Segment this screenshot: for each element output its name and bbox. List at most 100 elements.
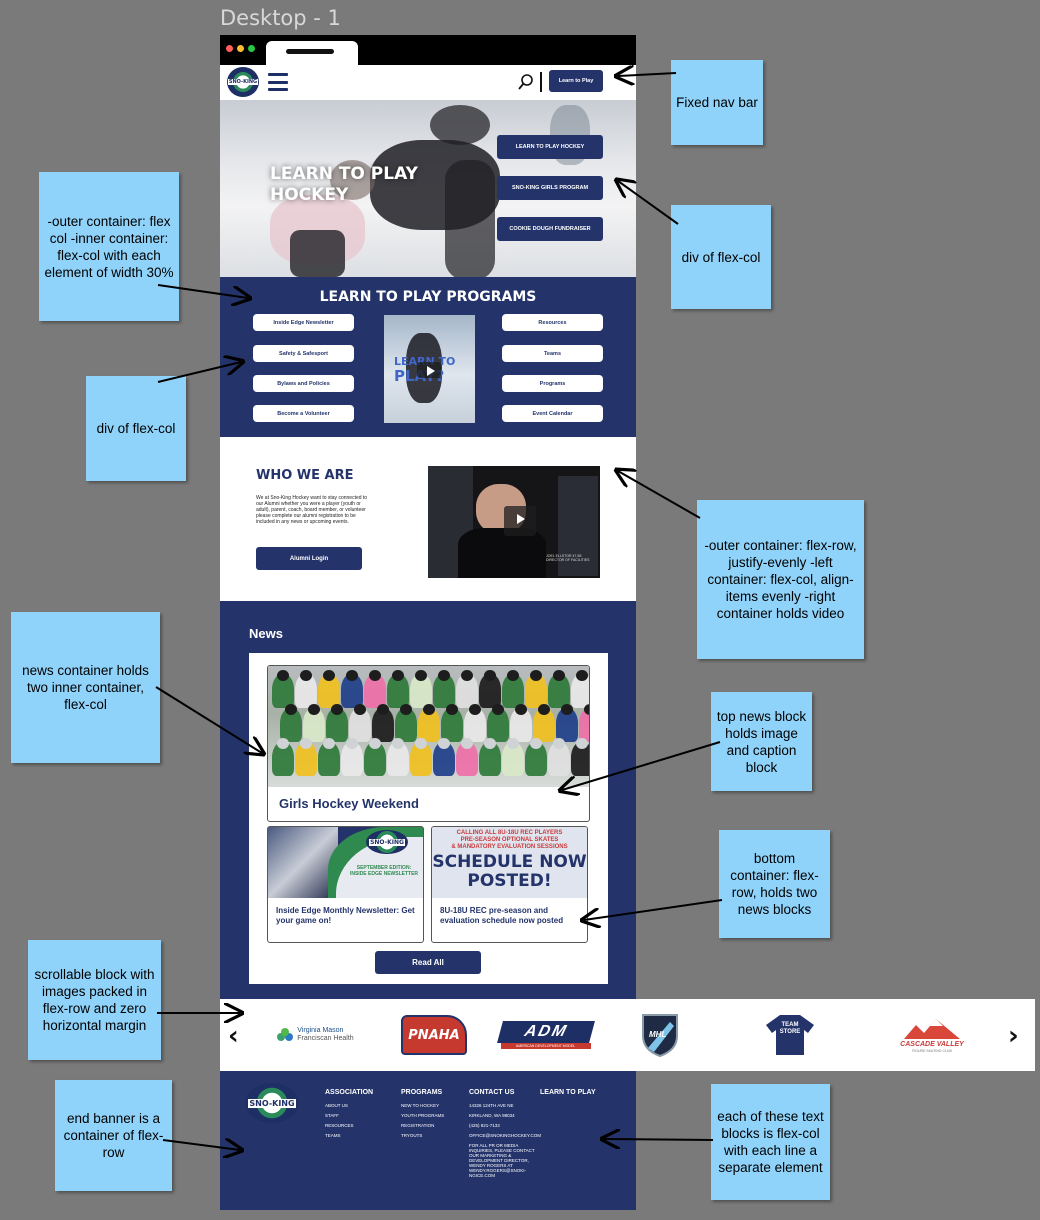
- nav-divider: [540, 72, 542, 92]
- hero-button-cookie-dough[interactable]: COOKIE DOUGH FUNDRAISER: [497, 217, 603, 241]
- player-helmet: [553, 738, 565, 749]
- player-figure: [372, 708, 394, 742]
- player-helmet: [530, 670, 542, 681]
- player-figure: [387, 742, 409, 776]
- footer-link[interactable]: RESOURCES: [325, 1123, 354, 1128]
- top-news-caption: Girls Hockey Weekend: [279, 796, 419, 811]
- link-programs[interactable]: Programs: [502, 375, 603, 392]
- hamburger-menu-icon[interactable]: [268, 73, 288, 91]
- footer-column-association: ASSOCIATION ABOUT US STAFF RESOURCES TEA…: [325, 1089, 387, 1143]
- news-block-newsletter[interactable]: SNO-KING SEPTEMBER EDITION: INSIDE EDGE …: [267, 826, 424, 943]
- sponsor-pnaha[interactable]: PNAHA: [395, 1011, 473, 1059]
- player-figure: [280, 708, 302, 742]
- player-figure: [326, 708, 348, 742]
- player-figure: [510, 708, 532, 742]
- browser-tab[interactable]: [266, 41, 358, 65]
- maximize-dot-icon[interactable]: [248, 45, 255, 52]
- close-dot-icon[interactable]: [226, 45, 233, 52]
- player-helmet: [484, 738, 496, 749]
- link-resources[interactable]: Resources: [502, 314, 603, 331]
- sponsor-virginia-mason[interactable]: Virginia Mason Franciscan Health: [270, 1011, 360, 1059]
- footer-email-link[interactable]: OFFICE@SNOKINGHOCKEY.COM: [469, 1133, 541, 1138]
- note-programs-div: div of flex-col: [86, 376, 186, 481]
- player-figure: [295, 674, 317, 708]
- footer-link[interactable]: YOUTH PROGRAMS: [401, 1113, 445, 1118]
- player-figure: [410, 674, 432, 708]
- programs-section: LEARN TO PLAY PROGRAMS Inside Edge Newsl…: [220, 277, 636, 437]
- player-figure: [525, 742, 547, 776]
- player-figure: [364, 742, 386, 776]
- chevron-right-icon[interactable]: ›: [1008, 1021, 1019, 1051]
- sno-king-logo[interactable]: SNO-KING: [227, 67, 259, 97]
- player-helmet: [530, 738, 542, 749]
- player-figure: [318, 674, 340, 708]
- player-helmet: [561, 704, 573, 715]
- link-become-volunteer[interactable]: Become a Volunteer: [253, 405, 354, 422]
- note-end-banner: end banner is a container of flex-row: [55, 1080, 172, 1191]
- news-block-schedule[interactable]: CALLING ALL 8U-18U REC PLAYERS PRE-SEASO…: [431, 826, 588, 943]
- link-bylaws-policies[interactable]: Bylaws and Policies: [253, 375, 354, 392]
- player-helmet: [300, 738, 312, 749]
- hero-button-learn-to-play[interactable]: LEARN TO PLAY HOCKEY: [497, 135, 603, 159]
- player-figure: [579, 708, 589, 742]
- play-icon[interactable]: [417, 362, 441, 378]
- footer-link[interactable]: NEW TO HOCKEY: [401, 1103, 440, 1108]
- sponsor-scroll-strip[interactable]: ‹ › Virginia Mason Franciscan Health PNA…: [220, 999, 1035, 1071]
- note-hero-div: div of flex-col: [671, 205, 771, 309]
- player-figure: [479, 742, 501, 776]
- sponsor-mhl[interactable]: MHL: [638, 1011, 682, 1059]
- player-helmet: [438, 738, 450, 749]
- footer-link[interactable]: TRYOUTS: [401, 1133, 423, 1138]
- sponsor-adm[interactable]: ADM AMERICAN DEVELOPMENT MODEL: [496, 1011, 595, 1059]
- news-container: Girls Hockey Weekend SNO-KING SEPTEMBER …: [249, 653, 608, 984]
- player-figure: [387, 674, 409, 708]
- tshirt-icon: [766, 1015, 814, 1055]
- player-helmet: [507, 670, 519, 681]
- player-helmet: [331, 704, 343, 715]
- play-icon[interactable]: [504, 506, 536, 536]
- player-figure: [502, 742, 524, 776]
- player-helmet: [369, 738, 381, 749]
- learn-to-play-nav-button[interactable]: Learn to Play: [549, 70, 603, 92]
- player-figure: [502, 674, 524, 708]
- footer-banner: SNO-KING ASSOCIATION ABOUT US STAFF RESO…: [220, 1071, 636, 1210]
- who-video[interactable]: JOEL ELLSTOR 47-55 DIRECTOR OF FACILITIE…: [428, 466, 600, 578]
- player-figure: [464, 708, 486, 742]
- link-inside-edge-newsletter[interactable]: Inside Edge Newsletter: [253, 314, 354, 331]
- fixed-nav-bar: SNO-KING Learn to Play: [220, 65, 636, 100]
- top-news-block[interactable]: Girls Hockey Weekend: [267, 665, 590, 822]
- footer-logo[interactable]: SNO-KING: [245, 1083, 299, 1123]
- alumni-login-button[interactable]: Alumni Login: [256, 547, 362, 570]
- news-title: News: [249, 626, 283, 641]
- player-figure: [433, 742, 455, 776]
- player-helmet: [538, 704, 550, 715]
- link-teams[interactable]: Teams: [502, 345, 603, 362]
- player-figure: [533, 708, 555, 742]
- sponsor-team-store[interactable]: TEAM STORE: [763, 1011, 817, 1059]
- search-icon[interactable]: [518, 73, 534, 91]
- player-figure: [418, 708, 440, 742]
- footer-link[interactable]: REGISTRATION: [401, 1123, 435, 1128]
- minimize-dot-icon[interactable]: [237, 45, 244, 52]
- note-scroll-block: scrollable block with images packed in f…: [28, 940, 161, 1060]
- link-event-calendar[interactable]: Event Calendar: [502, 405, 603, 422]
- player-helmet: [346, 738, 358, 749]
- player-figure: [571, 674, 589, 708]
- who-title: WHO WE ARE: [256, 468, 354, 483]
- hero-button-girls-program[interactable]: SNO-KING GIRLS PROGRAM: [497, 176, 603, 200]
- link-safety-safesport[interactable]: Safety & Safesport: [253, 345, 354, 362]
- note-text-blocks: each of these text blocks is flex-col wi…: [711, 1084, 830, 1200]
- footer-link[interactable]: STAFF: [325, 1113, 339, 1118]
- player-helmet: [392, 670, 404, 681]
- hero-title: LEARN TO PLAY HOCKEY: [270, 164, 418, 205]
- player-figure: [433, 674, 455, 708]
- player-figure: [410, 742, 432, 776]
- sponsor-cascade-valley[interactable]: CASCADE VALLEY FIGURE SKATING CLUB: [900, 1011, 964, 1059]
- footer-link[interactable]: TEAMS: [325, 1133, 341, 1138]
- chevron-left-icon[interactable]: ‹: [228, 1021, 239, 1051]
- player-helmet: [584, 704, 589, 715]
- who-body: We at Sno-King Hockey want to stay conne…: [256, 495, 368, 525]
- read-all-button[interactable]: Read All: [375, 951, 481, 974]
- footer-link[interactable]: ABOUT US: [325, 1103, 348, 1108]
